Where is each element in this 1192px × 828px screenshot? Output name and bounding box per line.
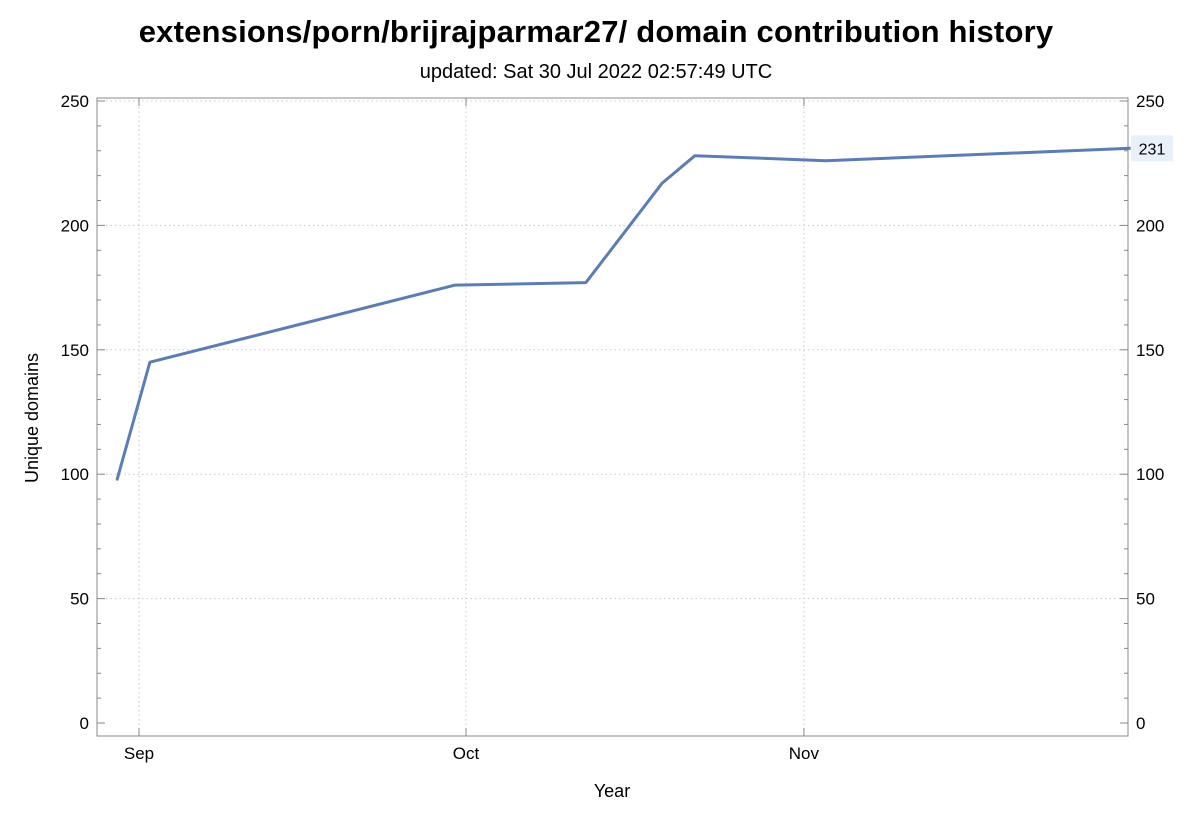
y-tick-label-right: 250 xyxy=(1136,92,1164,111)
y-tick-label-right: 100 xyxy=(1136,465,1164,484)
grid-lines xyxy=(97,98,1128,736)
data-point xyxy=(148,361,151,364)
x-tick-label: Oct xyxy=(453,744,480,763)
series-line xyxy=(115,146,1133,481)
y-tick-label-right: 200 xyxy=(1136,216,1164,235)
data-point xyxy=(661,182,664,185)
y-axis-title: Unique domains xyxy=(22,353,42,483)
y-tick-label-right: 50 xyxy=(1136,590,1155,609)
data-point xyxy=(824,159,827,162)
y-tick-label-right: 0 xyxy=(1136,714,1145,733)
axis-ticks: 0 0 50 50 100 100 150 150 200 200 250 250 Sep Oct Nov xyxy=(61,92,1165,763)
y-tick-label-left: 150 xyxy=(61,341,89,360)
y-tick-label-right: 150 xyxy=(1136,341,1164,360)
y-tick-label-left: 50 xyxy=(70,590,89,609)
end-label: 231 xyxy=(1139,141,1166,158)
chart-subtitle: updated: Sat 30 Jul 2022 02:57:49 UTC xyxy=(419,61,773,83)
y-tick-label-left: 0 xyxy=(80,714,89,733)
x-tick-label: Sep xyxy=(124,744,154,763)
y-tick-label-left: 200 xyxy=(61,216,89,235)
plot-frame xyxy=(96,97,1129,737)
data-point xyxy=(693,154,696,157)
y-tick-label-left: 250 xyxy=(61,92,89,111)
data-point xyxy=(584,281,587,284)
end-label-box xyxy=(1131,135,1173,162)
x-tick-label: Nov xyxy=(789,744,820,763)
data-point xyxy=(454,284,457,287)
series-group: 231 xyxy=(115,135,1173,481)
chart-title: extensions/porn/brijrajparmar27/ domain … xyxy=(138,14,1054,49)
data-point xyxy=(116,478,119,481)
x-axis-title: Year xyxy=(594,781,630,801)
y-tick-label-left: 100 xyxy=(61,465,89,484)
